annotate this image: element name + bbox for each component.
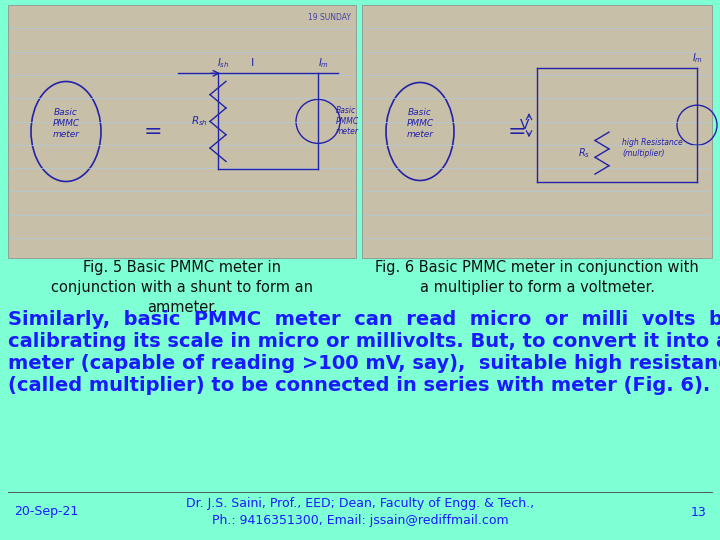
Text: Similarly,  basic  PMMC  meter  can  read  micro  or  milli  volts  by: Similarly, basic PMMC meter can read mic… (8, 310, 720, 329)
Text: $I_m$: $I_m$ (318, 56, 328, 70)
Text: 20-Sep-21: 20-Sep-21 (14, 505, 78, 518)
Text: 13: 13 (690, 505, 706, 518)
Text: $R_s$: $R_s$ (578, 146, 590, 160)
Text: =: = (144, 122, 162, 141)
Text: V: V (521, 118, 530, 132)
Text: calibrating its scale in micro or millivolts. But, to convert it into a volt-: calibrating its scale in micro or milliv… (8, 332, 720, 351)
Text: meter (capable of reading >100 mV, say),  suitable high resistance: meter (capable of reading >100 mV, say),… (8, 354, 720, 373)
Text: Basic
PMMC
meter: Basic PMMC meter (53, 108, 80, 139)
Text: Basic
PMMC
meter: Basic PMMC meter (336, 106, 359, 136)
Text: $I_{sh}$: $I_{sh}$ (217, 56, 229, 70)
Text: Basic
PMMC
meter: Basic PMMC meter (406, 108, 433, 139)
Text: I: I (251, 58, 255, 68)
Text: Fig. 6 Basic PMMC meter in conjunction with
a multiplier to form a voltmeter.: Fig. 6 Basic PMMC meter in conjunction w… (375, 260, 699, 295)
Text: high Resistance
(multiplier): high Resistance (multiplier) (622, 138, 683, 158)
FancyBboxPatch shape (362, 5, 712, 258)
Text: Dr. J.S. Saini, Prof., EED; Dean, Faculty of Engg. & Tech.,
Ph.: 9416351300, Ema: Dr. J.S. Saini, Prof., EED; Dean, Facult… (186, 497, 534, 527)
Text: =: = (508, 122, 526, 141)
FancyBboxPatch shape (8, 5, 356, 258)
Text: (called multiplier) to be connected in series with meter (Fig. 6).: (called multiplier) to be connected in s… (8, 376, 710, 395)
Text: $I_m$: $I_m$ (691, 51, 703, 65)
Text: Fig. 5 Basic PMMC meter in
conjunction with a shunt to form an
ammeter.: Fig. 5 Basic PMMC meter in conjunction w… (51, 260, 313, 315)
Text: $R_{sh}$: $R_{sh}$ (192, 114, 209, 129)
Text: 19 SUNDAY: 19 SUNDAY (308, 13, 351, 22)
